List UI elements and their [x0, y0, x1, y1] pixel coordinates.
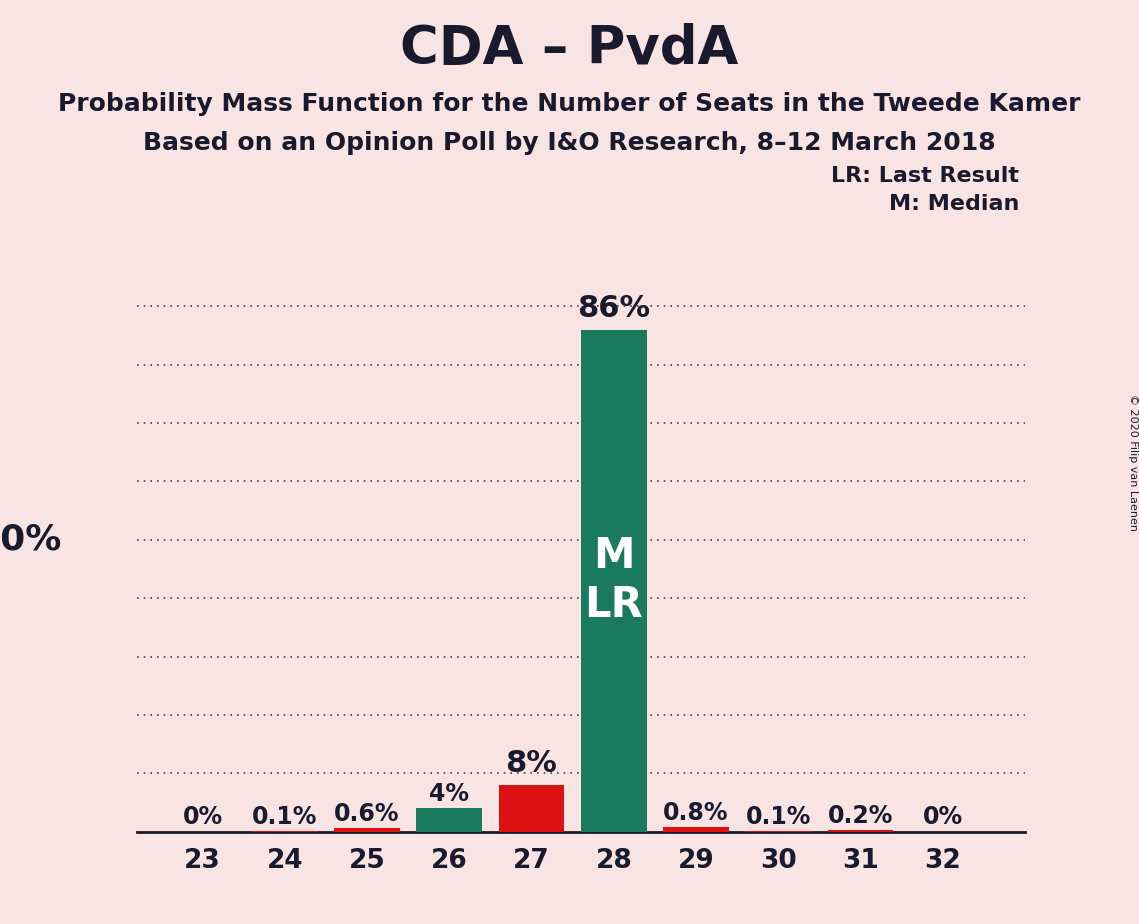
- Text: 0%: 0%: [923, 805, 962, 829]
- Bar: [663, 827, 729, 832]
- Bar: [417, 808, 482, 832]
- Text: 8%: 8%: [506, 749, 557, 778]
- Bar: [581, 330, 647, 832]
- Text: 0%: 0%: [182, 805, 222, 829]
- Text: 50%: 50%: [0, 523, 62, 557]
- Text: M
LR: M LR: [584, 535, 644, 626]
- Text: © 2020 Filip van Laenen: © 2020 Filip van Laenen: [1129, 394, 1138, 530]
- Text: Probability Mass Function for the Number of Seats in the Tweede Kamer: Probability Mass Function for the Number…: [58, 92, 1081, 116]
- Text: 0.2%: 0.2%: [828, 804, 893, 828]
- Text: M: Median: M: Median: [890, 194, 1019, 214]
- Text: Based on an Opinion Poll by I&O Research, 8–12 March 2018: Based on an Opinion Poll by I&O Research…: [144, 131, 995, 155]
- Text: 0.8%: 0.8%: [663, 800, 729, 824]
- Text: 0.1%: 0.1%: [746, 805, 811, 829]
- Text: 0.1%: 0.1%: [252, 805, 318, 829]
- Bar: [334, 828, 400, 832]
- Text: CDA – PvdA: CDA – PvdA: [400, 23, 739, 75]
- Text: LR: Last Result: LR: Last Result: [831, 166, 1019, 187]
- Bar: [828, 831, 893, 832]
- Text: 86%: 86%: [577, 294, 650, 322]
- Bar: [499, 784, 565, 832]
- Text: 0.6%: 0.6%: [334, 802, 400, 826]
- Text: 4%: 4%: [429, 782, 469, 806]
